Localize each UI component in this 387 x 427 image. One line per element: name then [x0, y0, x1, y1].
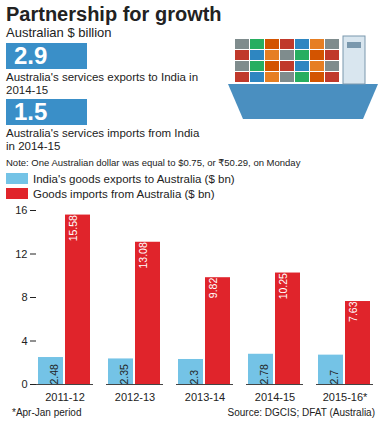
svg-text:9.82: 9.82 [207, 278, 219, 299]
svg-text:2012-13: 2012-13 [115, 391, 155, 403]
svg-text:2.7: 2.7 [328, 370, 340, 385]
svg-text:13.08: 13.08 [137, 242, 149, 268]
html-text:Australia's services exports t: Australia's services exports to India in… [6, 71, 198, 96]
svg-text:0: 0 [21, 378, 27, 390]
html-text:Note: One Australian dollar wa: Note: One Australian dollar was equal to… [6, 157, 301, 168]
svg-text:4: 4 [21, 335, 27, 347]
html-text:2.9: 2.9 [14, 42, 48, 69]
svg-text:2015-16*: 2015-16* [323, 391, 368, 403]
svg-text:15.58: 15.58 [67, 215, 79, 241]
html-text:Australia's services imports f: Australia's services imports from India … [6, 127, 200, 152]
svg-text:2013-14: 2013-14 [185, 391, 225, 403]
svg-text:2011-12: 2011-12 [45, 391, 85, 403]
svg-text:2014-15: 2014-15 [255, 391, 295, 403]
svg-text:2.35: 2.35 [118, 364, 130, 385]
svg-text:12: 12 [15, 248, 27, 260]
svg-text:16: 16 [15, 204, 27, 216]
html-text:Partnership for growth: Partnership for growth [6, 3, 222, 25]
html-text:Australian $ billion: Australian $ billion [6, 25, 112, 40]
html-text:Goods imports from Australia (: Goods imports from Australia ($ bn) [33, 188, 215, 200]
svg-text:8: 8 [21, 291, 27, 303]
svg-text:2.48: 2.48 [48, 364, 60, 385]
svg-text:10.25: 10.25 [277, 273, 289, 299]
svg-text:2.3: 2.3 [188, 370, 200, 385]
html-text:India's goods exports to Austr: India's goods exports to Australia ($ bn… [33, 173, 235, 185]
html-text:Source: DGCIS; DFAT (Australia: Source: DGCIS; DFAT (Australia) [227, 407, 375, 418]
html-text:1.5: 1.5 [14, 98, 48, 125]
html-text:*Apr-Jan period: *Apr-Jan period [12, 407, 82, 418]
svg-text:2.78: 2.78 [258, 364, 270, 385]
svg-text:7.63: 7.63 [347, 301, 359, 322]
